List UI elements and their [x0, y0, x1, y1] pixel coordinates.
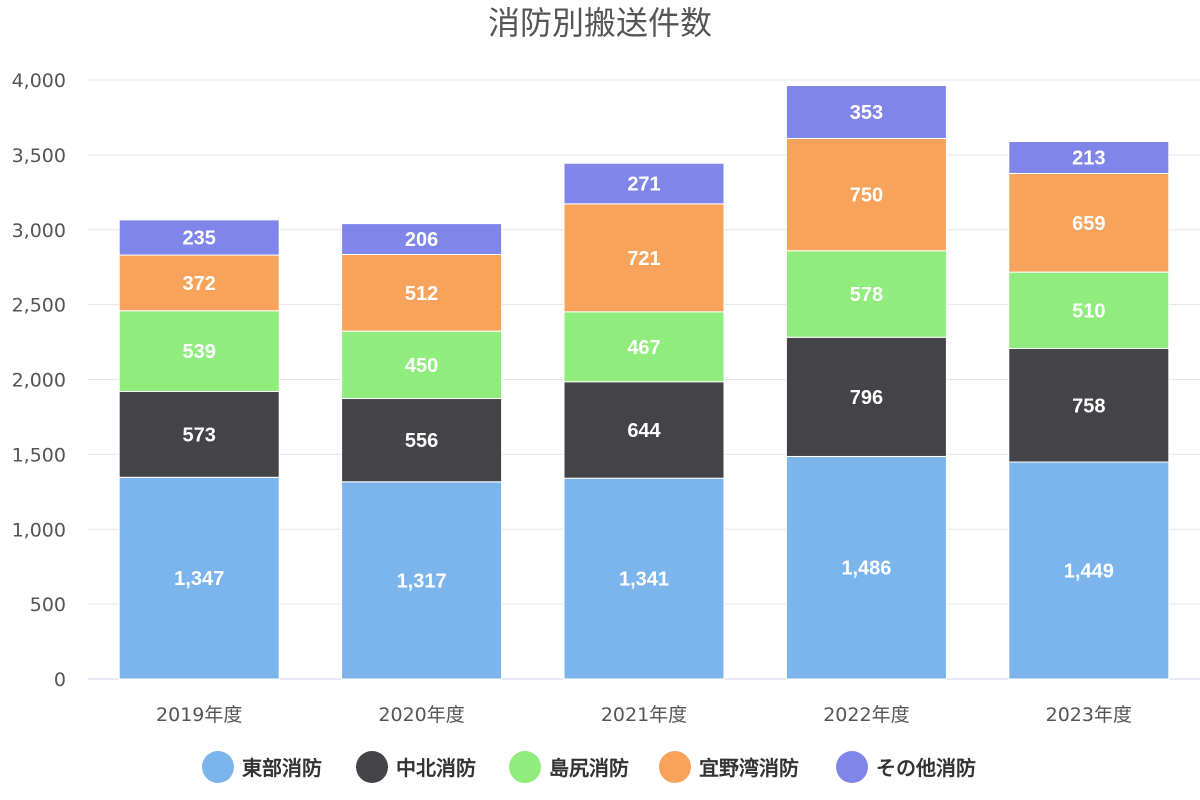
data-label: 750	[850, 185, 883, 207]
y-tick-label: 3,500	[12, 145, 66, 167]
bar-segment[interactable]	[563, 381, 725, 479]
bar-segment[interactable]	[785, 137, 947, 252]
data-label: 578	[850, 284, 883, 306]
bar-segment[interactable]	[118, 390, 280, 478]
bar-segment[interactable]	[785, 85, 947, 139]
bar-segment[interactable]	[118, 219, 280, 256]
legend-label: 島尻消防	[549, 756, 629, 780]
data-label: 1,341	[619, 569, 669, 591]
bar-segment[interactable]	[785, 250, 947, 338]
data-label: 1,449	[1064, 561, 1114, 583]
bar-segment[interactable]	[785, 336, 947, 457]
bar-segment[interactable]	[785, 455, 947, 680]
bar-segment[interactable]	[118, 254, 280, 312]
legend-marker	[659, 751, 691, 783]
legend-item[interactable]: その他消防	[836, 751, 976, 783]
data-label: 644	[627, 420, 661, 442]
bar-segment[interactable]	[1008, 348, 1170, 463]
data-label: 659	[1072, 213, 1105, 235]
bar-segment[interactable]	[341, 253, 503, 332]
data-label: 539	[183, 341, 216, 363]
data-label: 372	[183, 273, 216, 295]
bar-segment[interactable]	[563, 311, 725, 383]
y-tick-label: 0	[54, 669, 66, 691]
data-label: 758	[1072, 395, 1105, 417]
bar-segment[interactable]	[341, 481, 503, 680]
data-label: 450	[405, 355, 438, 377]
bar-segment[interactable]	[563, 477, 725, 680]
data-label: 510	[1072, 300, 1105, 322]
y-tick-label: 1,500	[12, 444, 66, 466]
x-tick-label: 2023年度	[1046, 704, 1132, 726]
legend-label: 中北消防	[396, 756, 476, 780]
y-tick-label: 1,000	[12, 519, 66, 541]
data-label: 235	[183, 227, 216, 249]
data-label: 213	[1072, 147, 1105, 169]
x-tick-label: 2020年度	[378, 704, 464, 726]
data-label: 271	[627, 174, 660, 196]
bar-segment[interactable]	[341, 330, 503, 400]
chart-title: 消防別搬送件数	[488, 4, 712, 42]
bar-segment[interactable]	[563, 203, 725, 313]
data-label: 512	[405, 283, 438, 305]
legend-item[interactable]: 島尻消防	[509, 751, 629, 783]
bar-segment[interactable]	[1008, 461, 1170, 680]
bar-segment[interactable]	[563, 162, 725, 205]
legend-item[interactable]: 東部消防	[202, 751, 322, 783]
data-label: 206	[405, 229, 438, 251]
legend-marker	[836, 751, 868, 783]
y-tick-label: 500	[30, 594, 66, 616]
data-label: 796	[850, 387, 883, 409]
legend-marker	[356, 751, 388, 783]
legend-marker	[202, 751, 234, 783]
data-label: 467	[627, 337, 660, 359]
bar-segment[interactable]	[341, 223, 503, 255]
data-label: 1,317	[397, 570, 447, 592]
data-label: 1,347	[174, 568, 224, 590]
data-label: 721	[627, 248, 660, 270]
x-tick-label: 2019年度	[156, 704, 242, 726]
legend-item[interactable]: 宜野湾消防	[659, 751, 799, 783]
bar-segment[interactable]	[1008, 172, 1170, 273]
legend-item[interactable]: 中北消防	[356, 751, 476, 783]
legend-label: その他消防	[876, 756, 976, 780]
data-label: 353	[850, 102, 883, 124]
bar-segment[interactable]	[118, 310, 280, 392]
legend-label: 東部消防	[242, 756, 322, 780]
bar-segment[interactable]	[1008, 271, 1170, 350]
bar-segment[interactable]	[1008, 141, 1170, 174]
y-tick-label: 2,500	[12, 295, 66, 317]
legend-marker	[509, 751, 541, 783]
x-tick-label: 2021年度	[601, 704, 687, 726]
bar-segment[interactable]	[118, 476, 280, 680]
y-tick-label: 4,000	[12, 70, 66, 92]
y-tick-label: 2,000	[12, 370, 66, 392]
x-tick-label: 2022年度	[823, 704, 909, 726]
legend-label: 宜野湾消防	[699, 756, 799, 780]
data-label: 1,486	[841, 558, 891, 580]
data-label: 573	[183, 424, 216, 446]
data-label: 556	[405, 430, 438, 452]
y-tick-label: 3,000	[12, 220, 66, 242]
